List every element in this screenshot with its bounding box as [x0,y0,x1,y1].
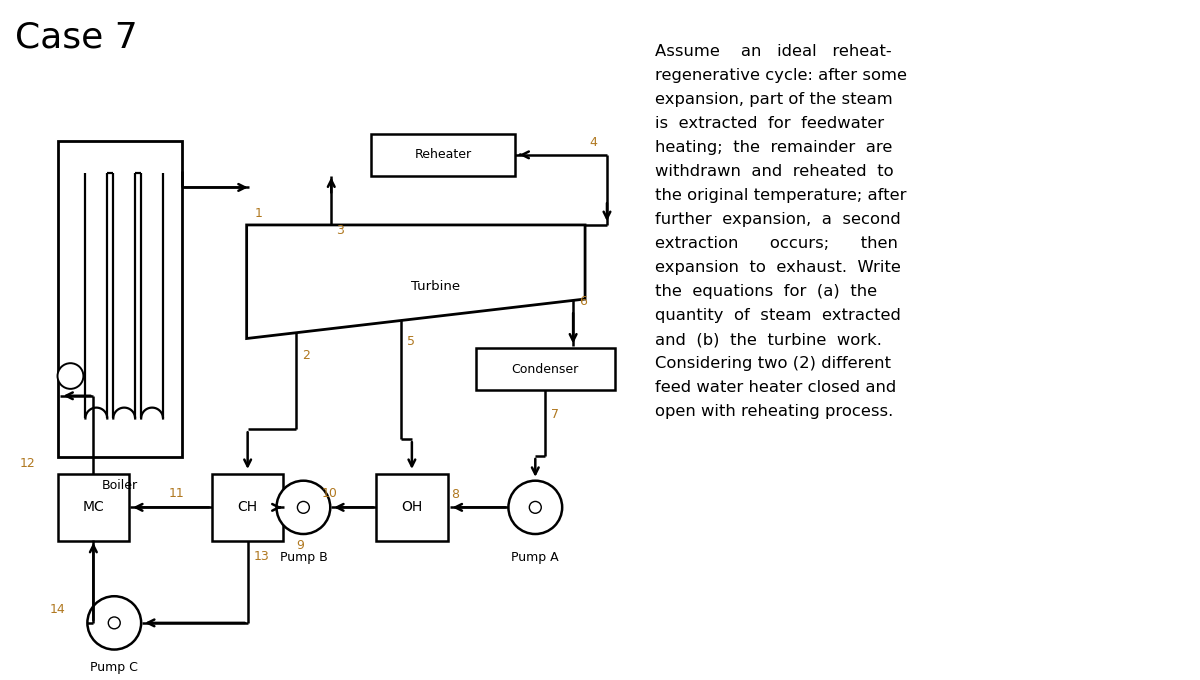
Text: 6: 6 [580,295,587,308]
Text: and  (b)  the  turbine  work.: and (b) the turbine work. [655,333,882,347]
Text: Pump C: Pump C [90,662,138,675]
Circle shape [58,363,84,389]
Text: withdrawn  and  reheated  to: withdrawn and reheated to [655,165,893,180]
Text: Turbine: Turbine [412,280,461,293]
Text: 12: 12 [19,457,36,470]
Circle shape [529,501,541,513]
Text: 11: 11 [169,488,185,500]
Text: Condenser: Condenser [511,362,578,375]
Text: extraction      occurs;      then: extraction occurs; then [655,236,898,251]
Text: Assume    an   ideal   reheat-: Assume an ideal reheat- [655,44,892,59]
Text: Reheater: Reheater [415,148,472,161]
Text: expansion  to  exhaust.  Write: expansion to exhaust. Write [655,260,901,275]
Text: Boiler: Boiler [102,479,138,492]
Text: is  extracted  for  feedwater: is extracted for feedwater [655,116,884,131]
Circle shape [298,501,310,513]
Text: 1: 1 [254,207,263,220]
Text: 7: 7 [551,409,559,422]
Circle shape [276,481,330,534]
Text: quantity  of  steam  extracted: quantity of steam extracted [655,308,901,323]
Text: CH: CH [238,500,258,514]
Text: 5: 5 [407,335,415,348]
Bar [58,141,182,457]
Text: Considering two (2) different: Considering two (2) different [655,356,890,371]
Text: OH: OH [401,500,422,514]
Circle shape [108,617,120,629]
Bar [58,474,130,541]
Polygon shape [247,225,586,339]
Text: 4: 4 [589,136,596,149]
Text: 10: 10 [322,488,337,500]
Text: 13: 13 [253,549,269,562]
Text: Pump A: Pump A [511,551,559,564]
Text: heating;  the  remainder  are: heating; the remainder are [655,140,892,155]
Text: Pump B: Pump B [280,551,328,564]
Bar [376,474,448,541]
Text: MC: MC [83,500,104,514]
Circle shape [88,596,142,649]
Text: 14: 14 [49,603,65,616]
Text: 3: 3 [336,224,344,237]
Circle shape [509,481,562,534]
Bar [371,134,515,175]
Text: 8: 8 [451,488,458,501]
Text: regenerative cycle: after some: regenerative cycle: after some [655,68,907,83]
Bar [212,474,283,541]
Text: open with reheating process.: open with reheating process. [655,404,893,419]
Text: 2: 2 [302,350,311,362]
Text: the original temperature; after: the original temperature; after [655,188,906,203]
Bar [475,348,614,390]
Text: feed water heater closed and: feed water heater closed and [655,380,896,395]
Text: further  expansion,  a  second: further expansion, a second [655,212,900,227]
Text: Case 7: Case 7 [14,20,138,54]
Text: 9: 9 [296,539,305,552]
Text: the  equations  for  (a)  the: the equations for (a) the [655,284,877,299]
Text: expansion, part of the steam: expansion, part of the steam [655,92,893,107]
